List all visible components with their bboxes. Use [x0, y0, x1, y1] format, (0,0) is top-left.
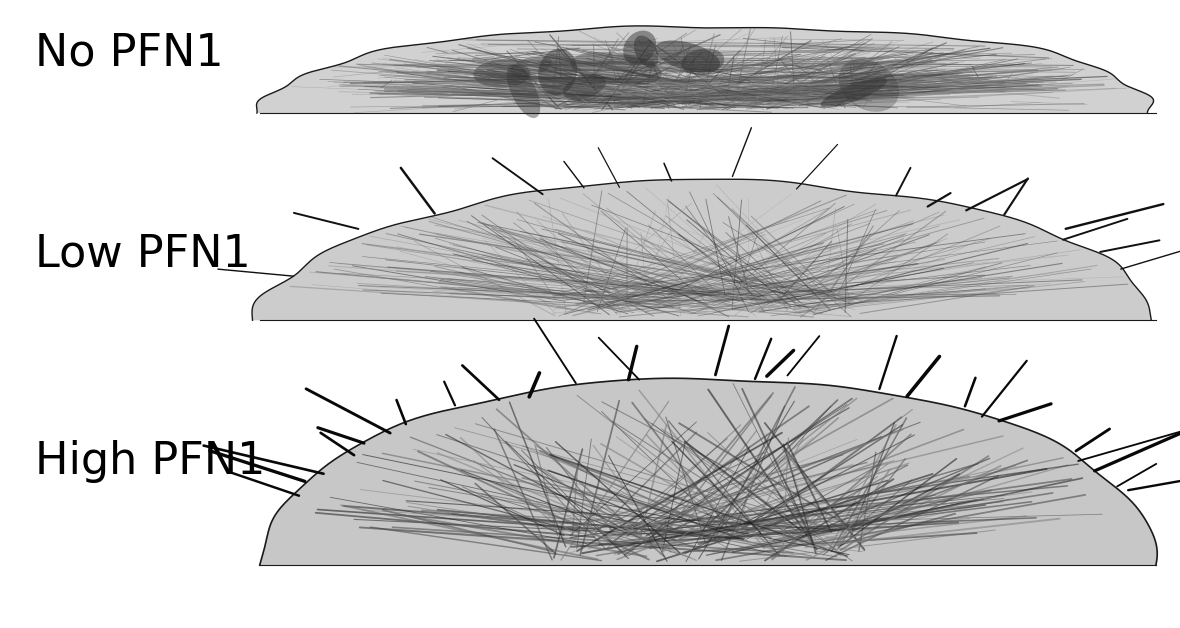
Ellipse shape: [538, 48, 577, 95]
Polygon shape: [255, 378, 1161, 565]
Polygon shape: [253, 179, 1161, 320]
Ellipse shape: [510, 57, 552, 77]
Ellipse shape: [634, 36, 658, 68]
Polygon shape: [255, 26, 1161, 113]
Ellipse shape: [655, 40, 720, 72]
Text: No PFN1: No PFN1: [35, 31, 224, 74]
Ellipse shape: [507, 65, 540, 118]
Ellipse shape: [623, 31, 656, 65]
Ellipse shape: [682, 48, 725, 75]
Ellipse shape: [563, 74, 607, 100]
Ellipse shape: [838, 59, 899, 112]
Ellipse shape: [473, 60, 531, 88]
Ellipse shape: [820, 78, 887, 108]
Text: Low PFN1: Low PFN1: [35, 232, 251, 275]
Ellipse shape: [570, 51, 662, 86]
Text: High PFN1: High PFN1: [35, 440, 266, 482]
